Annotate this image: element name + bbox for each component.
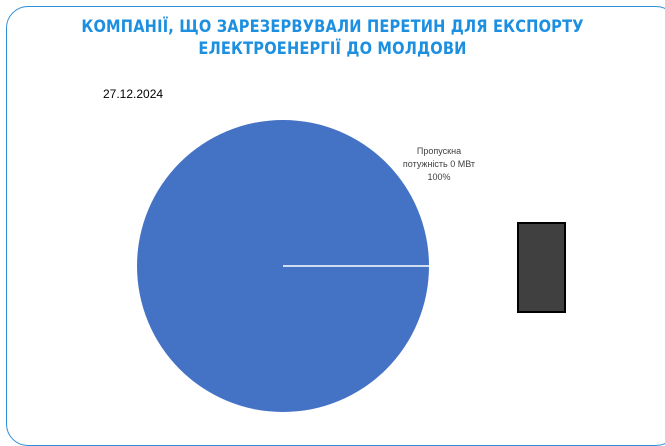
slice-label-line-1: Пропускна: [417, 146, 461, 156]
slice-label-line-2: потужність 0 МВт: [403, 159, 475, 169]
legend-marker: [517, 222, 566, 313]
chart-title-line-1: КОМПАНІЇ, ЩО ЗАРЕЗЕРВУВАЛИ ПЕРЕТИН ДЛЯ Е…: [81, 17, 584, 37]
pie-slices: [137, 120, 429, 412]
chart-date: 27.12.2024: [103, 87, 164, 101]
slice-label-percent: 100%: [427, 172, 450, 182]
chart-title: КОМПАНІЇ, ЩО ЗАРЕЗЕРВУВАЛИ ПЕРЕТИН ДЛЯ Е…: [47, 16, 619, 60]
chart-title-line-2: ЕЛЕКТРОЕНЕРГІЇ ДО МОЛДОВИ: [198, 39, 467, 59]
